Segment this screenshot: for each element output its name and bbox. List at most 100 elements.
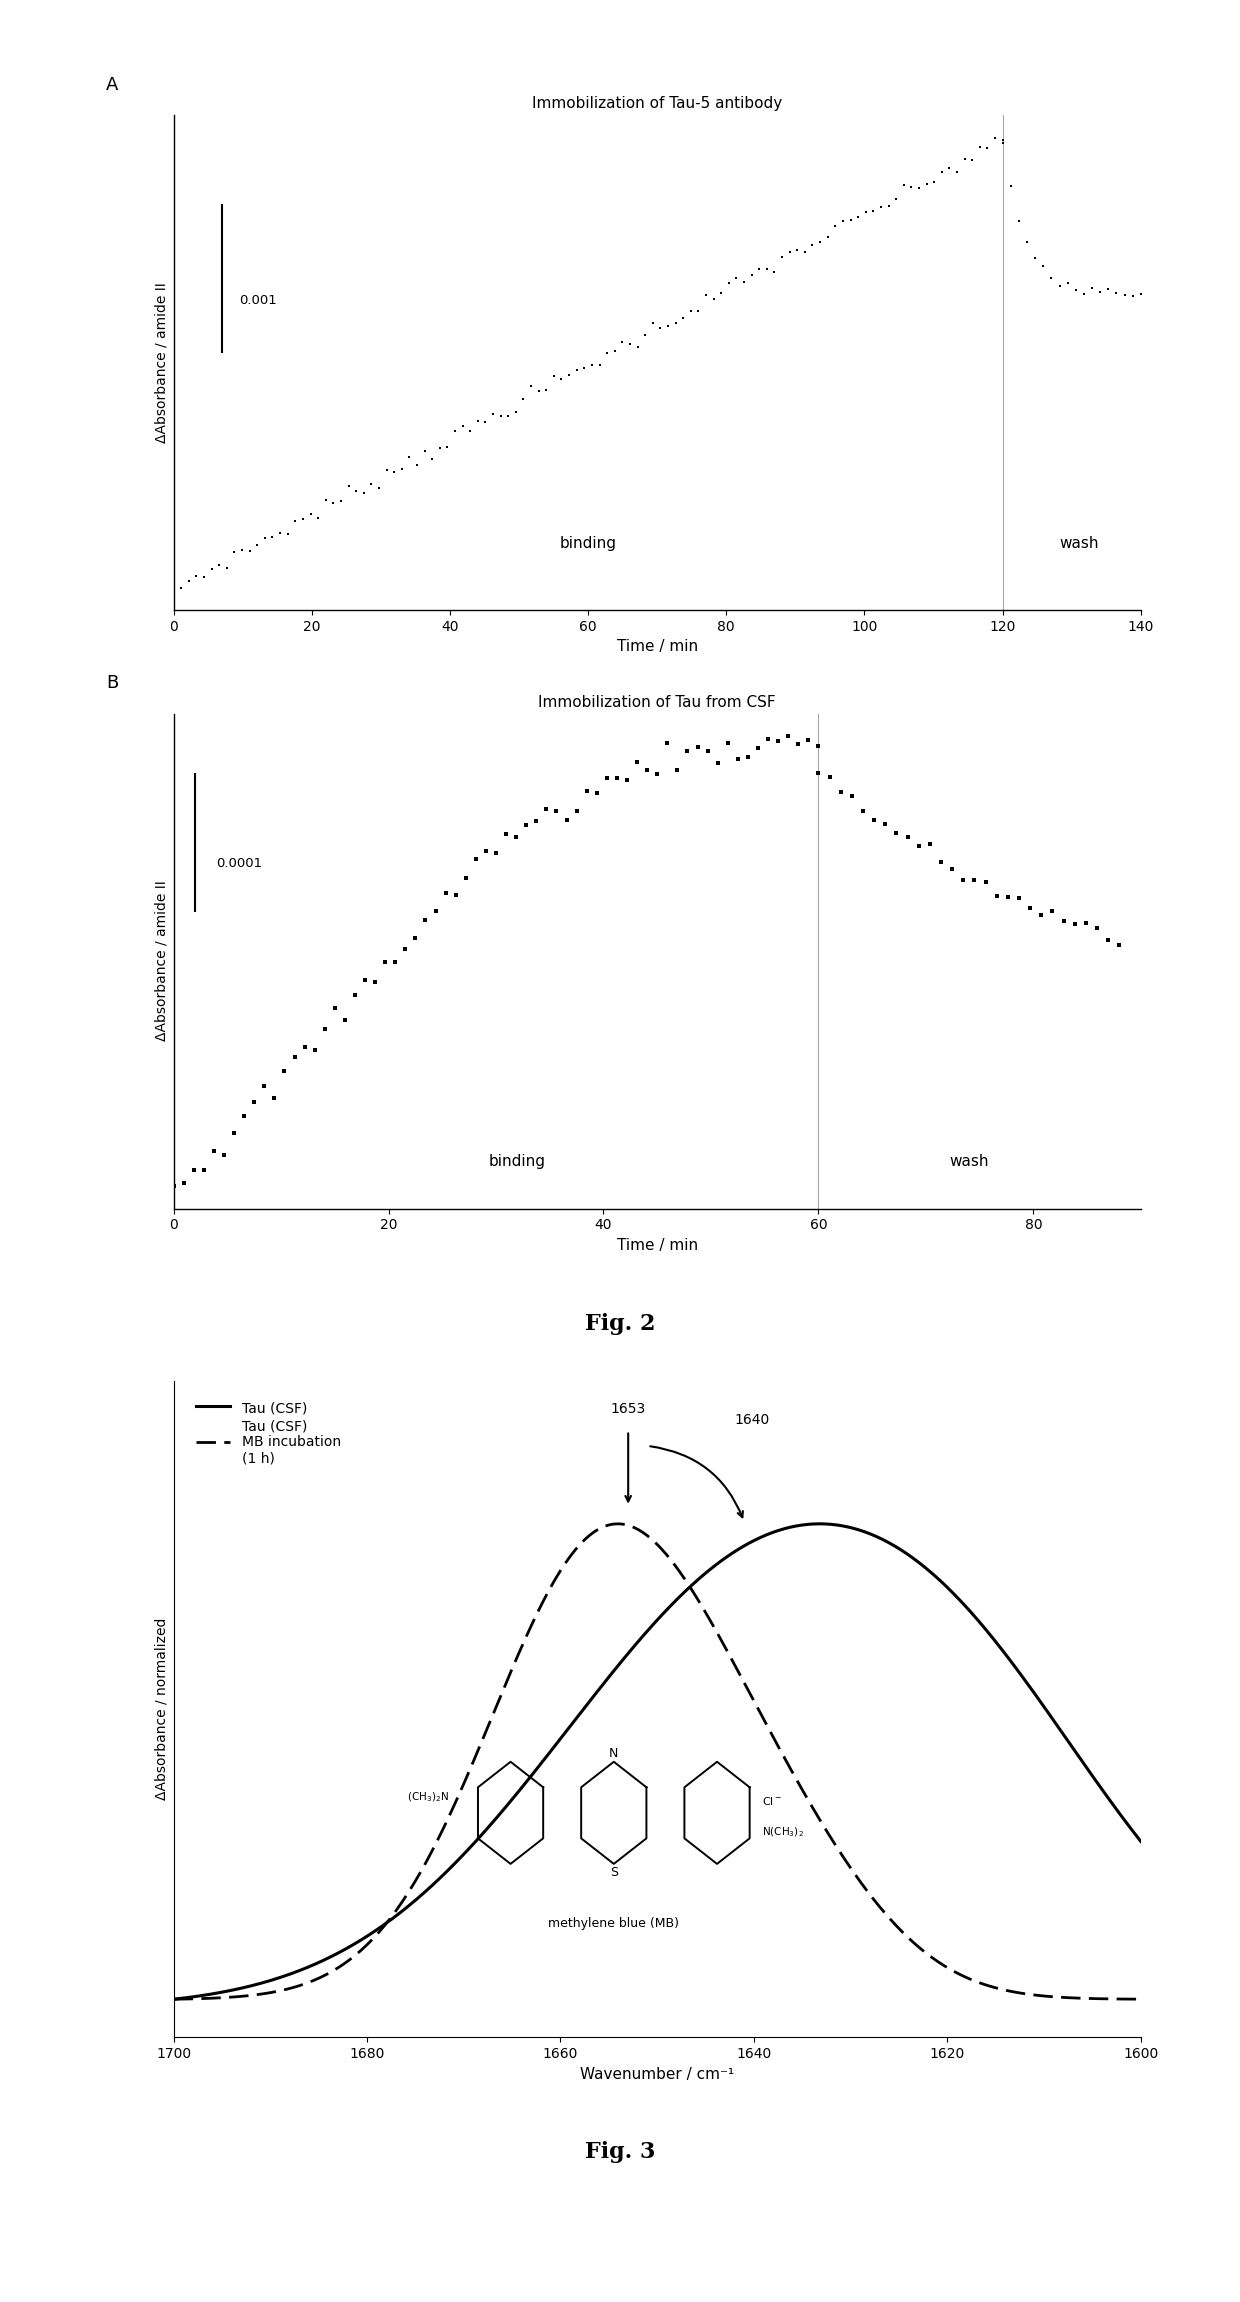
Point [1090, 274, 1110, 311]
Point [894, 166, 914, 203]
Point [605, 334, 625, 371]
Point [376, 944, 396, 981]
Point [396, 930, 415, 967]
Point [1021, 889, 1040, 925]
Point [179, 564, 198, 601]
Tau (CSF)
MB incubation
(1 h) [1112, 1984, 1127, 2012]
Point [1131, 276, 1151, 313]
Point [924, 163, 944, 200]
Point [848, 198, 868, 235]
Point [955, 140, 975, 177]
Point [993, 122, 1013, 159]
Point [423, 440, 443, 477]
Point [164, 1167, 184, 1204]
Point [833, 203, 853, 239]
Tau (CSF) [961, 1595, 976, 1623]
Point [186, 557, 206, 594]
Point [831, 773, 851, 810]
Tau (CSF)
MB incubation
(1 h) [610, 1510, 625, 1538]
Point [537, 371, 557, 407]
Point [976, 863, 996, 900]
Point [820, 760, 839, 796]
Point [787, 233, 807, 269]
Text: N(CH$_3$)$_2$: N(CH$_3$)$_2$ [761, 1825, 804, 1839]
Point [688, 292, 708, 329]
Point [506, 394, 526, 430]
Point [293, 502, 312, 539]
Point [254, 1068, 274, 1105]
Point [174, 1165, 193, 1202]
Point [234, 1098, 254, 1135]
Point [853, 792, 873, 829]
Point [438, 428, 458, 465]
Point [460, 412, 480, 449]
Point [247, 527, 267, 564]
Point [965, 861, 985, 898]
Point [496, 815, 516, 852]
Point [232, 532, 252, 569]
Point [898, 817, 918, 854]
Point [195, 557, 215, 594]
Text: Fig. 3: Fig. 3 [585, 2141, 655, 2164]
Point [278, 516, 298, 552]
Text: (CH$_3$)$_2$N: (CH$_3$)$_2$N [407, 1791, 449, 1805]
Point [377, 451, 397, 488]
Point [703, 281, 723, 318]
Point [184, 1151, 203, 1188]
Point [392, 451, 412, 488]
Point [658, 308, 678, 345]
Point [998, 879, 1018, 916]
Tau (CSF)
MB incubation
(1 h) [692, 1588, 707, 1616]
Text: Cl$^-$: Cl$^-$ [761, 1796, 781, 1807]
Tau (CSF)
MB incubation
(1 h) [744, 1683, 759, 1710]
Tau (CSF)
MB incubation
(1 h) [961, 1964, 976, 1991]
Point [719, 265, 739, 302]
Point [1017, 223, 1037, 260]
Point [486, 836, 506, 872]
Point [810, 223, 830, 260]
Point [940, 150, 960, 186]
Point [202, 550, 222, 587]
Point [506, 820, 526, 856]
Point [627, 744, 647, 780]
Point [315, 1011, 335, 1047]
Point [808, 727, 828, 764]
Point [552, 359, 572, 396]
Point [475, 403, 495, 440]
Point [795, 233, 815, 269]
Point [727, 260, 746, 297]
Point [270, 516, 290, 552]
Text: 1653: 1653 [610, 1402, 646, 1416]
Point [887, 180, 906, 216]
Point [567, 792, 587, 829]
Point [466, 840, 486, 877]
Point [977, 129, 997, 166]
Point [557, 801, 577, 838]
Point [734, 262, 754, 299]
Point [712, 274, 732, 311]
Point [305, 1031, 325, 1068]
Tau (CSF) [625, 1634, 640, 1662]
Point [826, 207, 846, 244]
Point [484, 396, 503, 433]
Point [415, 902, 435, 939]
Point [325, 990, 345, 1027]
Point [916, 166, 936, 203]
Point [263, 518, 283, 555]
Point [901, 168, 921, 205]
Point [817, 219, 837, 256]
Point [224, 534, 244, 571]
Point [708, 744, 728, 780]
Point [300, 495, 320, 532]
Point [589, 348, 609, 384]
Point [264, 1080, 284, 1116]
Point [962, 140, 982, 177]
Point [1076, 905, 1096, 942]
Y-axis label: ΔAbsorbance / amide II: ΔAbsorbance / amide II [154, 882, 169, 1041]
Point [651, 308, 671, 345]
Tau (CSF)
MB incubation
(1 h) [1133, 1984, 1148, 2012]
Point [224, 1114, 244, 1151]
Point [526, 803, 546, 840]
Point [608, 760, 626, 796]
Point [537, 790, 557, 826]
